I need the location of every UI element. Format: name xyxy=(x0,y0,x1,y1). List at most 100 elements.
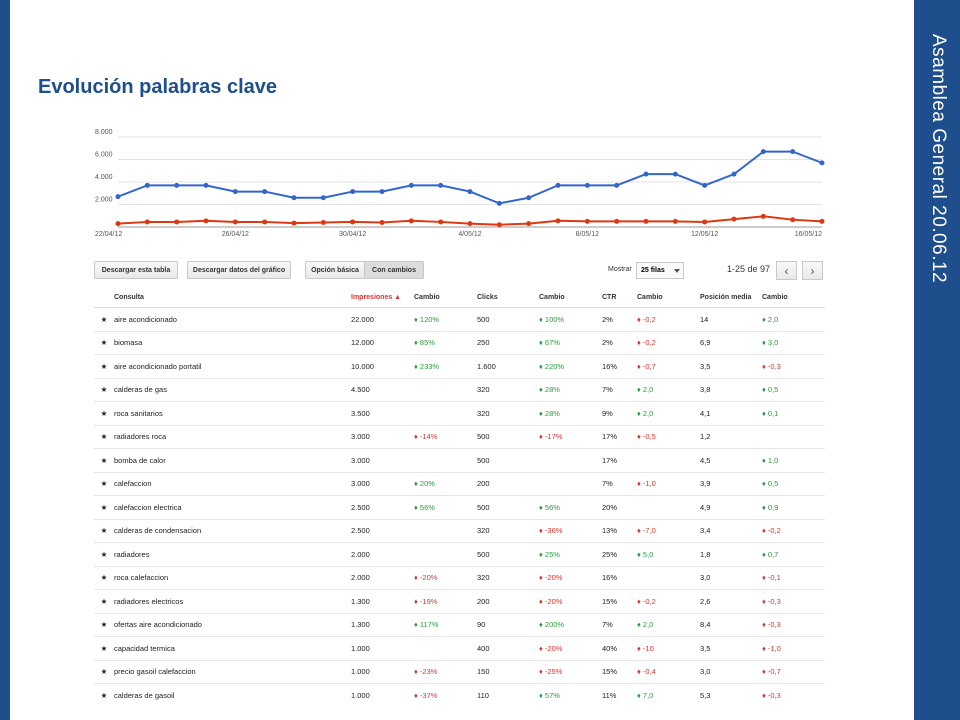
column-header[interactable]: CTR xyxy=(602,287,637,308)
value-cell: 320 xyxy=(477,378,539,402)
star-icon[interactable]: ★ xyxy=(94,331,114,355)
download-table-button[interactable]: Descargar esta tabla xyxy=(94,261,178,279)
value-cell: 12.000 xyxy=(351,331,414,355)
star-icon[interactable]: ★ xyxy=(94,401,114,426)
change-cell: ♦ -0,2 xyxy=(762,519,825,543)
rows-per-page-select[interactable]: 25 filas xyxy=(636,262,714,279)
star-icon[interactable]: ★ xyxy=(94,425,114,449)
keyword-link[interactable]: biomasa xyxy=(114,331,351,355)
value-cell: 150 xyxy=(477,660,539,684)
column-header[interactable]: Cambio xyxy=(637,287,700,308)
column-header[interactable]: Cambio xyxy=(762,287,825,308)
cell-text: 17% xyxy=(602,455,618,465)
star-icon[interactable]: ★ xyxy=(94,354,114,379)
change-cell: ♦ 28% xyxy=(539,401,602,426)
data-point xyxy=(731,216,737,222)
download-chart-data-button[interactable]: Descargar datos del gráfico xyxy=(187,261,291,279)
cell-text: 3,8 xyxy=(700,385,711,395)
column-header[interactable]: Clicks xyxy=(477,287,539,308)
change-cell: ♦ 85% xyxy=(414,331,477,355)
cell-text: 25% xyxy=(602,549,618,559)
value-cell: 7% xyxy=(602,613,637,637)
side-title-text: Asamblea General 20.06.12 xyxy=(928,34,949,284)
star-icon[interactable]: ★ xyxy=(94,566,114,590)
data-point xyxy=(174,219,180,225)
cell-text: 1,2 xyxy=(700,432,711,442)
star-icon[interactable]: ★ xyxy=(94,542,114,567)
cell-text: 10.000 xyxy=(351,361,374,371)
x-tick-label: 4/05/12 xyxy=(458,231,481,238)
cell-text: calderas de gas xyxy=(114,385,167,395)
keyword-link[interactable]: calderas de gasoil xyxy=(114,683,351,701)
data-point xyxy=(262,219,268,225)
value-cell: 8,4 xyxy=(700,613,762,637)
change-cell: ♦ 0,9 xyxy=(762,495,825,520)
cell-text: 3,0 xyxy=(700,667,711,677)
keyword-link[interactable]: precio gasoil calefaccion xyxy=(114,660,351,684)
keyword-link[interactable]: roca sanitarios xyxy=(114,401,351,426)
next-page-button[interactable]: › xyxy=(802,261,823,280)
keyword-link[interactable]: aire acondicionado portatil xyxy=(114,354,351,379)
keyword-link[interactable]: calefaccion xyxy=(114,472,351,496)
keyword-table-viewport: Consulta Impresiones ▲ Cambio Clicks Cambio C… xyxy=(90,287,830,701)
star-icon[interactable]: ★ xyxy=(94,613,114,637)
with-changes-button[interactable]: Con cambios xyxy=(364,261,424,279)
table-header-row: Consulta Impresiones ▲ Cambio Clicks Cambio C… xyxy=(94,287,825,308)
cell-text: ♦ 200% xyxy=(539,620,565,630)
cell-text: 16% xyxy=(602,361,618,371)
basic-option-button[interactable]: Opción básica xyxy=(305,261,365,279)
star-icon[interactable]: ★ xyxy=(94,519,114,543)
cell-text: 40% xyxy=(602,643,618,653)
change-cell: ♦ 120% xyxy=(414,307,477,332)
keyword-link[interactable]: calderas de condensacion xyxy=(114,519,351,543)
star-icon[interactable]: ★ xyxy=(94,683,114,701)
star-icon[interactable]: ★ xyxy=(94,378,114,402)
change-cell: ♦ -23% xyxy=(414,660,477,684)
star-icon[interactable]: ★ xyxy=(94,636,114,661)
cell-text: 3.000 xyxy=(351,432,370,442)
star-icon[interactable]: ★ xyxy=(94,307,114,332)
keyword-link[interactable]: radiadores electricos xyxy=(114,589,351,614)
star-icon[interactable]: ★ xyxy=(94,589,114,614)
keyword-link[interactable]: capacidad termica xyxy=(114,636,351,661)
star-icon[interactable]: ★ xyxy=(94,495,114,520)
data-point xyxy=(702,182,708,188)
column-header[interactable]: Impresiones ▲ xyxy=(351,287,414,308)
star-icon[interactable]: ★ xyxy=(94,472,114,496)
cell-text: 6,9 xyxy=(700,338,711,348)
cell-text: 4,1 xyxy=(700,408,711,418)
value-cell: 320 xyxy=(477,566,539,590)
keyword-link[interactable]: radiadores roca xyxy=(114,425,351,449)
cell-text: ♦ 2,0 xyxy=(762,314,779,324)
change-cell: ♦ -20% xyxy=(539,566,602,590)
star-icon[interactable]: ★ xyxy=(94,448,114,473)
keyword-link[interactable]: roca calefaccion xyxy=(114,566,351,590)
star-icon[interactable]: ★ xyxy=(94,660,114,684)
keyword-link[interactable]: calefaccion electrica xyxy=(114,495,351,520)
value-cell: 3,0 xyxy=(700,566,762,590)
column-header[interactable]: Cambio xyxy=(414,287,477,308)
keyword-link[interactable]: radiadores xyxy=(114,542,351,567)
column-header[interactable]: Posición media xyxy=(700,287,762,308)
rows-select-value[interactable]: 25 filas xyxy=(636,262,684,279)
table-row: ★ radiadores roca 3.000 ♦ -14% 500 ♦ -17% 17% ♦… xyxy=(94,425,825,449)
keyword-link[interactable]: ofertas aire acondicionado xyxy=(114,613,351,637)
change-cell xyxy=(762,425,825,449)
data-point xyxy=(643,171,649,177)
column-header[interactable]: Cambio xyxy=(539,287,602,308)
cell-text: ♦ -0,2 xyxy=(637,596,656,606)
column-header[interactable]: Consulta xyxy=(114,287,351,308)
value-cell: 1.600 xyxy=(477,354,539,379)
cell-text: calderas de gasoil xyxy=(114,690,175,700)
data-point xyxy=(760,149,766,155)
keyword-link[interactable]: calderas de gas xyxy=(114,378,351,402)
keyword-link[interactable]: aire acondicionado xyxy=(114,307,351,332)
change-cell: ♦ -1,0 xyxy=(762,636,825,661)
data-point xyxy=(262,189,268,195)
value-cell: 40% xyxy=(602,636,637,661)
change-cell: ♦ -0,7 xyxy=(637,354,700,379)
value-cell: 110 xyxy=(477,683,539,701)
value-cell: 4.500 xyxy=(351,378,414,402)
keyword-link[interactable]: bomba de calor xyxy=(114,448,351,473)
prev-page-button[interactable]: ‹ xyxy=(776,261,797,280)
